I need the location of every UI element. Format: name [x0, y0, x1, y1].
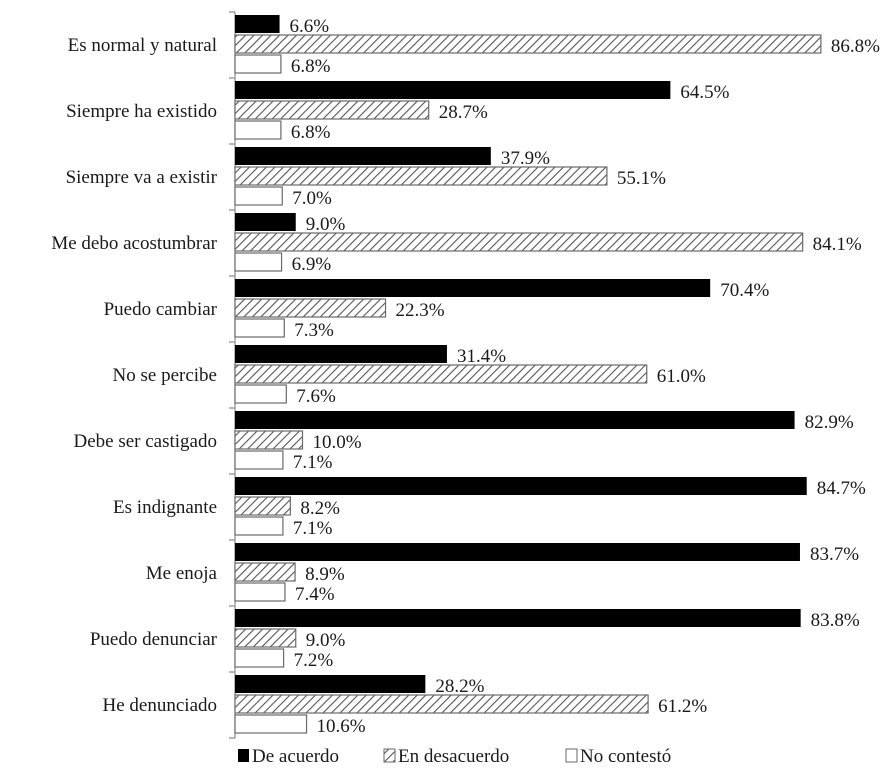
category-label: Es normal y natural — [68, 35, 217, 56]
bar-en-desacuerdo — [234, 628, 297, 648]
data-label: 7.1% — [293, 518, 333, 539]
bar-en-desacuerdo — [234, 232, 804, 252]
bar-no-contest- — [234, 714, 308, 734]
bar-en-desacuerdo — [234, 562, 296, 582]
legend: De acuerdo En desacuerdo No contestó — [238, 746, 671, 767]
data-label: 7.6% — [296, 386, 336, 407]
category-label: Me debo acostumbrar — [51, 233, 217, 254]
data-label: 10.0% — [313, 432, 362, 453]
data-label: 64.5% — [680, 82, 729, 103]
bar-de-acuerdo — [235, 213, 296, 231]
bar-no-contest- — [234, 648, 285, 668]
category-label: Me enoja — [146, 563, 218, 584]
data-label: 10.6% — [317, 716, 366, 737]
category-label: Siempre ha existido — [66, 101, 217, 122]
bar-en-desacuerdo — [234, 166, 608, 186]
category-label: Puedo denunciar — [90, 629, 218, 650]
data-label: 6.8% — [291, 56, 331, 77]
data-label: 28.7% — [439, 102, 488, 123]
data-label: 55.1% — [617, 168, 666, 189]
bar-en-desacuerdo — [234, 430, 304, 450]
data-label: 9.0% — [306, 630, 346, 651]
bar-en-desacuerdo — [234, 364, 648, 384]
bar-en-desacuerdo — [234, 694, 649, 714]
data-label: 7.0% — [292, 188, 332, 209]
data-label: 9.0% — [306, 214, 346, 235]
data-label: 84.1% — [813, 234, 862, 255]
legend-label: En desacuerdo — [398, 746, 509, 767]
data-label: 83.8% — [811, 610, 860, 631]
data-label: 70.4% — [720, 280, 769, 301]
bar-en-desacuerdo — [234, 298, 387, 318]
category-label: Es indignante — [113, 497, 217, 518]
data-label: 61.2% — [658, 696, 707, 717]
legend-label: De acuerdo — [252, 746, 339, 767]
legend-swatch — [238, 749, 249, 762]
data-label: 6.9% — [292, 254, 332, 275]
bar-no-contest- — [234, 318, 285, 338]
category-label: No se percibe — [113, 365, 217, 386]
data-label: 28.2% — [435, 676, 484, 697]
bar-de-acuerdo — [235, 675, 426, 693]
category-label: Debe ser castigado — [74, 431, 218, 452]
data-label: 86.8% — [831, 36, 880, 57]
bar-de-acuerdo — [235, 411, 795, 429]
legend-label: No contestó — [580, 746, 671, 767]
category-label: Puedo cambiar — [104, 299, 218, 320]
data-label: 61.0% — [657, 366, 706, 387]
bar-de-acuerdo — [235, 477, 807, 495]
axis-layer — [229, 11, 236, 739]
bar-no-contest- — [234, 516, 284, 536]
labels-layer: Es normal y natural 6.6% 86.8% 6.8% Siempre … — [51, 16, 880, 737]
data-label: 82.9% — [805, 412, 854, 433]
data-label: 8.9% — [305, 564, 345, 585]
bar-no-contest- — [234, 582, 286, 602]
data-label: 7.3% — [294, 320, 334, 341]
bar-de-acuerdo — [235, 15, 280, 33]
bar-no-contest- — [234, 120, 282, 140]
data-label: 6.8% — [291, 122, 331, 143]
legend-swatch — [565, 748, 578, 763]
data-label: 7.1% — [293, 452, 333, 473]
bar-en-desacuerdo — [234, 496, 291, 516]
category-label: He denunciado — [103, 695, 217, 716]
category-label: Siempre va a existir — [66, 167, 218, 188]
data-label: 7.2% — [294, 650, 334, 671]
bar-no-contest- — [234, 384, 287, 404]
bar-de-acuerdo — [235, 81, 671, 99]
bar-de-acuerdo — [235, 609, 801, 627]
bars-layer — [234, 15, 822, 734]
bar-en-desacuerdo — [234, 34, 822, 54]
bar-no-contest- — [234, 450, 284, 470]
bar-de-acuerdo — [235, 543, 800, 561]
data-label: 84.7% — [817, 478, 866, 499]
data-label: 37.9% — [501, 148, 550, 169]
data-label: 22.3% — [396, 300, 445, 321]
bar-no-contest- — [234, 186, 283, 206]
bar-de-acuerdo — [235, 279, 711, 297]
data-label: 7.4% — [295, 584, 335, 605]
data-label: 83.7% — [810, 544, 859, 565]
bar-en-desacuerdo — [234, 100, 430, 120]
bar-no-contest- — [234, 252, 283, 272]
data-label: 31.4% — [457, 346, 506, 367]
bar-de-acuerdo — [235, 147, 491, 165]
data-label: 6.6% — [290, 16, 330, 37]
legend-swatch — [383, 748, 396, 763]
bar-no-contest- — [234, 54, 282, 74]
data-label: 8.2% — [300, 498, 340, 519]
bar-de-acuerdo — [235, 345, 447, 363]
